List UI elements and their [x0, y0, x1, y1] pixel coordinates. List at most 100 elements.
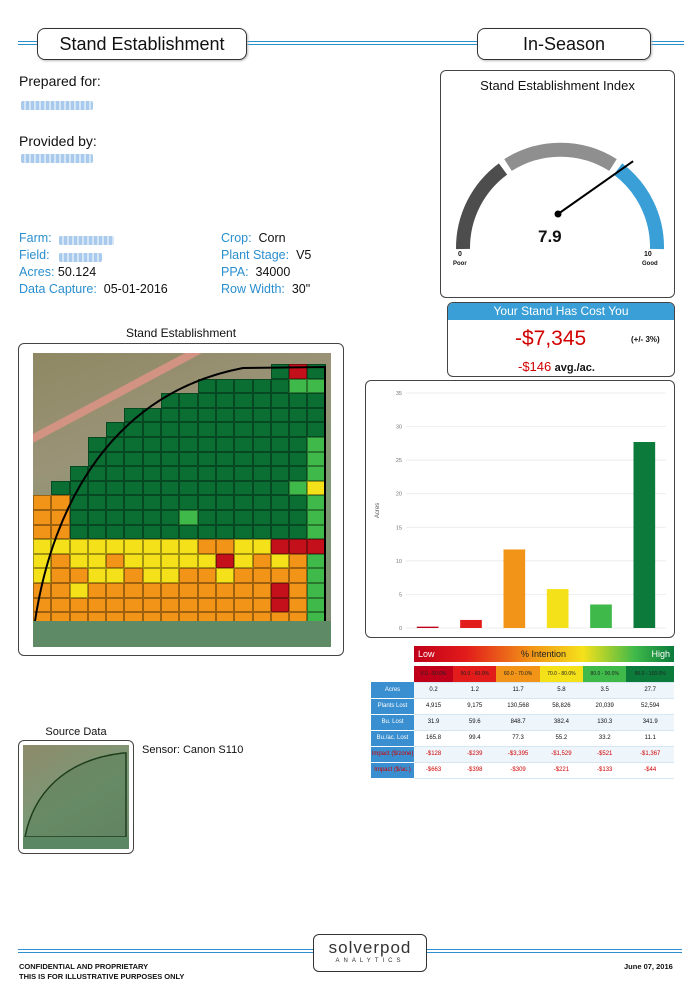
- map-cell: [270, 422, 290, 437]
- map-cell: [289, 378, 308, 394]
- map-cell: [179, 582, 198, 598]
- map-cell: [106, 582, 125, 598]
- map-cell: [87, 509, 107, 525]
- map-cell: [234, 378, 253, 394]
- map-cell: [252, 539, 271, 554]
- map-cell: [179, 568, 198, 583]
- map-cell: [142, 407, 162, 423]
- table-row: Impact ($/zone) -$128 -$239 -$3,395 -$1,529-…: [371, 746, 674, 763]
- map-cell: [161, 436, 180, 452]
- map-cell: [215, 509, 235, 525]
- table-row: Acres 0.2 1.2 11.7 5.8 3.5 27.7: [371, 682, 674, 699]
- row-label: Impact ($/zone): [371, 746, 414, 763]
- map-cell: [215, 378, 235, 394]
- range-header: 0.0 - 50.0%: [414, 666, 454, 683]
- field-boundary: [34, 365, 326, 622]
- map-cell: [161, 509, 180, 525]
- map-cell: [87, 582, 107, 598]
- map-cell: [161, 524, 180, 540]
- map-cell: [179, 422, 198, 437]
- map-cell: [215, 568, 235, 583]
- map-cell: [234, 436, 253, 452]
- footer-illustrative: THIS IS FOR ILLUSTRATIVE PURPOSES ONLY: [19, 972, 185, 981]
- map-cell: [252, 495, 271, 510]
- map-cell: [197, 393, 216, 408]
- map-cell: [252, 466, 271, 481]
- map-cell: [197, 378, 216, 394]
- map-cell: [215, 597, 235, 613]
- field-redacted: [59, 253, 102, 262]
- source-boundary: [23, 752, 129, 849]
- map-cell: [197, 509, 216, 525]
- map-cell: [161, 407, 180, 423]
- map-cell: [179, 436, 198, 452]
- y-tick-label: 10: [396, 559, 402, 565]
- map-cell: [124, 451, 143, 467]
- map-cell: [51, 553, 70, 569]
- map-cell: [270, 480, 290, 496]
- section-title-stand-establishment: Stand Establishment: [37, 28, 247, 60]
- map-cell: [252, 509, 271, 525]
- map-cell: [69, 539, 88, 554]
- table-cell: -$1,529: [539, 746, 584, 763]
- table-cell: 59.6: [453, 714, 497, 731]
- map-cell: [161, 539, 180, 554]
- range-header: 50.0 - 60.0%: [453, 666, 497, 683]
- section-title-in-season: In-Season: [477, 28, 651, 60]
- map-cell: [161, 568, 180, 583]
- table-cell: 20,039: [583, 698, 627, 715]
- footer-confidential: CONFIDENTIAL AND PROPRIETARY: [19, 962, 149, 971]
- map-cell: [252, 407, 271, 423]
- map-cell: [142, 524, 162, 540]
- table-cell: -$44: [626, 762, 674, 779]
- logo-subtitle: ANALYTICS: [335, 958, 405, 964]
- map-cell: [179, 539, 198, 554]
- table-cell: -$239: [453, 746, 497, 763]
- map-cell: [179, 524, 198, 540]
- map-cell: [215, 539, 235, 554]
- map-cell: [252, 393, 271, 408]
- table-cell: 0.2: [414, 682, 454, 699]
- map-cell: [87, 524, 107, 540]
- map-cell: [87, 568, 107, 583]
- table-cell: 58,826: [539, 698, 584, 715]
- map-cell: [161, 597, 180, 613]
- map-cell: [289, 393, 308, 408]
- map-cell: [87, 597, 107, 613]
- map-title: Stand Establishment: [125, 326, 237, 340]
- stage-label: Plant Stage:: [221, 248, 290, 262]
- map-cell: [106, 568, 125, 583]
- gauge-hub: [554, 210, 562, 218]
- table-cell: 99.4: [453, 730, 497, 747]
- footer-date: June 07, 2016: [624, 962, 673, 971]
- table-cell: -$3,395: [496, 746, 540, 763]
- table-cell: 27.7: [626, 682, 674, 699]
- map-cell: [142, 582, 162, 598]
- bar-60-0-70-0-: [503, 549, 526, 628]
- map-cell: [234, 393, 253, 408]
- bar-50-0-60-0-: [460, 619, 482, 628]
- y-tick-label: 0: [399, 626, 402, 632]
- table-row: Bu./ac. Lost 165.8 99.4 77.3 55.2 33.2 11.1: [371, 730, 674, 747]
- table-cell: 341.9: [626, 714, 674, 731]
- table-row: Bu. Lost 31.9 59.6 848.7 382.4 130.3 341.9: [371, 714, 674, 731]
- map-cell: [289, 582, 308, 598]
- map-cell: [289, 539, 308, 554]
- cost-per-acre-row: -$146 avg./ac.: [518, 359, 595, 374]
- ppa-value: 34000: [255, 265, 291, 279]
- map-cell: [87, 436, 107, 452]
- table-cell: -$309: [496, 762, 540, 779]
- row-width-row: Row Width: 30": [221, 282, 310, 296]
- map-cell: [179, 466, 198, 481]
- row-label: Bu. Lost: [371, 714, 414, 731]
- map-cell: [234, 466, 253, 481]
- map-cell: [252, 480, 271, 496]
- table-cell: 3.5: [583, 682, 627, 699]
- map-cell: [234, 480, 253, 496]
- provided-by-label: Provided by:: [19, 133, 97, 149]
- map-cell: [124, 495, 143, 510]
- map-cell: [215, 553, 235, 569]
- ppa-row: PPA: 34000: [221, 265, 290, 279]
- map-cell: [69, 509, 88, 525]
- map-cell: [234, 509, 253, 525]
